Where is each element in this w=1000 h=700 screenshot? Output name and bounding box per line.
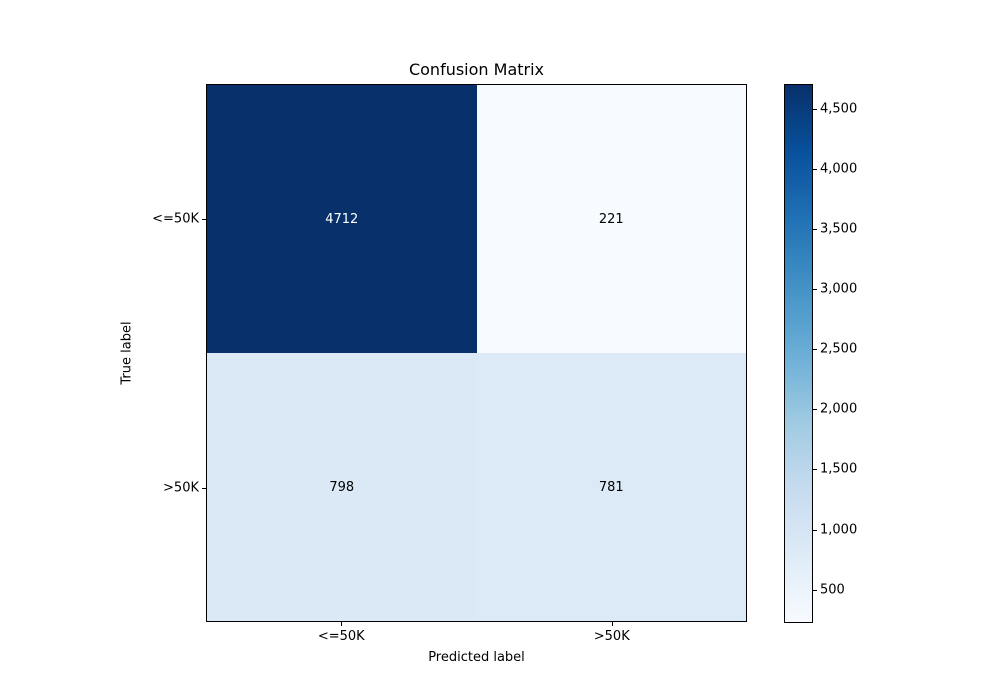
colorbar-tick-label: 3,000 [820, 281, 858, 297]
colorbar-tick-label: 4,000 [820, 161, 858, 177]
colorbar-tick-mark [813, 229, 817, 231]
y-tick-label: >50K [163, 480, 199, 495]
colorbar-tick-mark [813, 469, 817, 471]
heatmap-cell: 798 [207, 353, 477, 621]
y-tick-label: <=50K [152, 211, 199, 226]
colorbar-tick-mark [813, 289, 817, 291]
y-tick-mark [202, 218, 206, 220]
cell-value: 4712 [325, 211, 359, 227]
colorbar-tick-mark [813, 409, 817, 411]
colorbar-tick-label: 2,500 [820, 341, 858, 357]
colorbar-tick-mark [813, 169, 817, 171]
x-axis-label: Predicted label [428, 650, 525, 665]
heatmap-cell: 4712 [207, 85, 477, 353]
heatmap-cell: 221 [476, 85, 746, 353]
y-axis-label: True label [119, 321, 135, 385]
colorbar-tick-label: 3,500 [820, 221, 858, 237]
colorbar-tick-label: 1,500 [820, 461, 858, 477]
colorbar-tick-label: 4,500 [820, 101, 858, 117]
colorbar-tick-mark [813, 589, 817, 591]
heatmap-plot-area: 4712 221 798 781 [206, 84, 747, 622]
colorbar-tick-label: 2,000 [820, 401, 858, 417]
x-tick-label: <=50K [317, 629, 365, 644]
cell-value: 221 [598, 211, 624, 227]
colorbar-tick-label: 500 [820, 582, 845, 597]
x-tick-label: >50K [593, 629, 630, 644]
colorbar-tick-mark [813, 349, 817, 351]
x-tick-mark [341, 622, 343, 626]
chart-title: Confusion Matrix [408, 60, 545, 79]
x-tick-mark [611, 622, 613, 626]
colorbar-tick-label: 1,000 [820, 522, 858, 537]
cell-value: 781 [598, 479, 624, 495]
colorbar [784, 84, 813, 623]
colorbar-tick-mark [813, 109, 817, 111]
heatmap-cell: 781 [476, 353, 746, 621]
y-tick-mark [202, 487, 206, 489]
cell-value: 798 [329, 479, 355, 495]
colorbar-tick-mark [813, 529, 817, 531]
